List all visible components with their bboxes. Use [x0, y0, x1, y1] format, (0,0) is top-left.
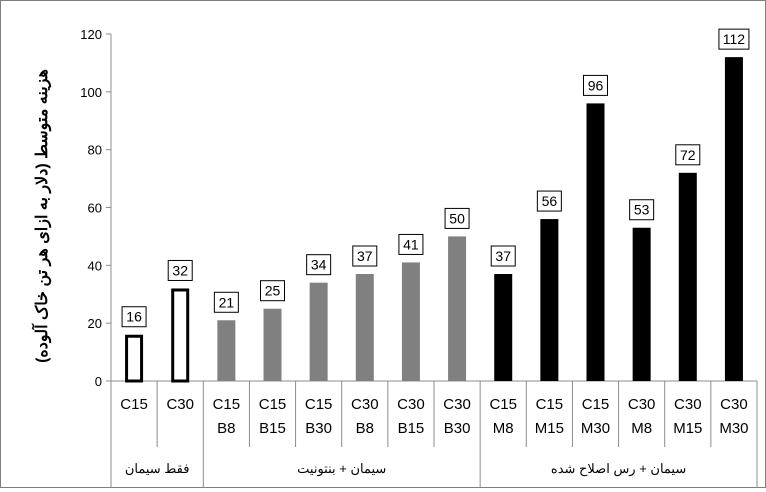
x-category-label: C15: [536, 396, 564, 413]
data-label-box: [629, 199, 655, 221]
x-category-label: C15: [213, 396, 241, 413]
x-category-label: C30: [720, 396, 748, 413]
x-category-sublabel: B15: [398, 420, 425, 437]
x-category-sublabel: M8: [631, 420, 652, 437]
y-tick-label: 40: [88, 258, 102, 273]
x-category-sublabel: M30: [581, 420, 610, 437]
y-axis-title: هزینه متوسط (دلار به ازای هر تن خاک آلود…: [30, 69, 52, 363]
y-tick-label: 0: [95, 374, 102, 389]
x-category-sublabel: B8: [356, 420, 374, 437]
x-category-sublabel: M15: [535, 420, 564, 437]
data-label: 37: [495, 248, 511, 264]
x-category-label: C15: [259, 396, 287, 413]
bar-black: [586, 103, 605, 382]
data-label: 96: [588, 77, 604, 93]
data-label-box: [398, 233, 424, 255]
bar-black: [632, 227, 651, 381]
x-group-label: فقط سیمان: [125, 461, 190, 476]
x-category-label: C15: [489, 396, 517, 413]
x-category-label: C30: [397, 396, 425, 413]
data-label-box: [444, 207, 470, 229]
data-label: 72: [680, 147, 696, 163]
data-label: 53: [634, 202, 650, 218]
data-label: 41: [403, 236, 419, 252]
bar-gray: [401, 262, 420, 381]
x-category-sublabel: B30: [444, 420, 471, 437]
y-tick-label: 100: [80, 85, 102, 100]
data-label: 50: [449, 210, 465, 226]
x-category-label: C15: [582, 396, 610, 413]
x-category-label: C30: [443, 396, 471, 413]
data-label: 112: [723, 31, 746, 47]
data-label: 16: [126, 309, 142, 325]
bar-gray: [355, 274, 374, 381]
y-tick-label: 20: [88, 316, 102, 331]
y-tick-label: 80: [88, 143, 102, 158]
x-category-sublabel: B30: [305, 420, 332, 437]
x-category-label: C15: [120, 396, 148, 413]
data-label-box: [306, 254, 332, 276]
y-tick-label: 120: [80, 27, 102, 42]
data-label-box: [260, 280, 285, 302]
data-label-box: [167, 259, 193, 281]
data-label: 37: [357, 248, 373, 264]
x-category-sublabel: B15: [259, 420, 286, 437]
x-category-label: C30: [674, 396, 702, 413]
x-category-sublabel: M15: [673, 420, 702, 437]
data-label-box: [675, 144, 701, 166]
data-label-box: [121, 306, 147, 328]
bar-outline: [125, 334, 144, 383]
data-label: 56: [542, 193, 558, 209]
data-label: 21: [219, 294, 235, 310]
x-category-sublabel: M8: [493, 420, 514, 437]
bar-black: [540, 219, 559, 381]
bar-gray: [263, 308, 282, 381]
data-label: 34: [311, 257, 327, 273]
bar-black: [724, 57, 743, 382]
bar-gray: [448, 236, 467, 381]
data-label-box: [213, 291, 239, 313]
x-category-label: C30: [351, 396, 379, 413]
data-label-box: [583, 74, 608, 96]
x-category-label: C30: [628, 396, 656, 413]
x-category-sublabel: B8: [217, 420, 235, 437]
data-label-box: [490, 245, 516, 267]
data-label-box: [536, 190, 562, 212]
x-category-label: C15: [305, 396, 333, 413]
x-group-label: سیمان + بنتونیت: [297, 461, 386, 477]
x-category-label: C30: [166, 396, 194, 413]
bar-black: [494, 274, 513, 381]
x-group-label: سیمان + رس اصلاح شده: [551, 461, 686, 477]
bar-outline: [171, 288, 190, 383]
data-label-box: [718, 28, 750, 50]
data-label: 32: [172, 262, 188, 278]
bar-gray: [309, 282, 328, 381]
bar-gray: [217, 320, 236, 381]
data-label-box: [352, 245, 378, 267]
data-label: 25: [265, 283, 281, 299]
x-category-sublabel: M30: [719, 420, 748, 437]
bar-black: [678, 172, 697, 381]
y-tick-label: 60: [88, 201, 102, 216]
